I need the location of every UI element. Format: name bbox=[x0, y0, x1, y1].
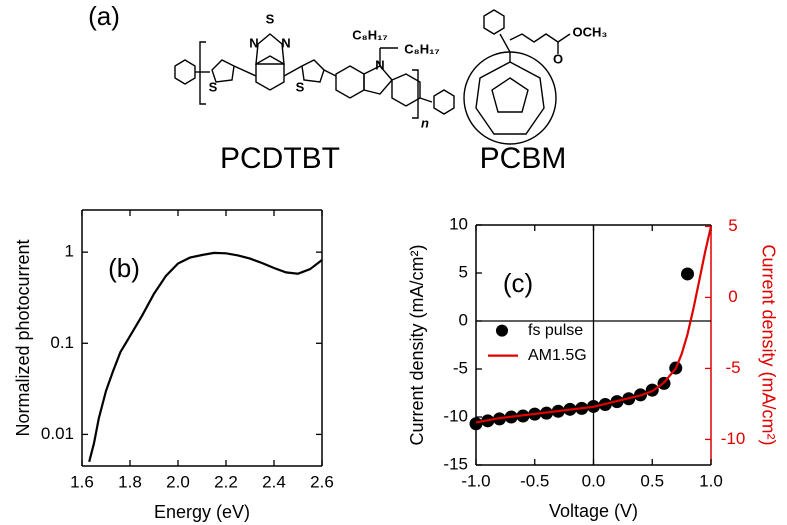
legend-marker bbox=[496, 324, 508, 337]
bracket bbox=[199, 41, 206, 105]
y-tick-label: 0 bbox=[459, 310, 468, 329]
chain bbox=[509, 33, 571, 43]
atom-label: O bbox=[553, 51, 563, 66]
atom-label: S bbox=[296, 79, 305, 94]
y-tick-label: 0.1 bbox=[50, 333, 74, 352]
panel-label: (c) bbox=[503, 268, 533, 298]
atom-label: C₈H₁₇ bbox=[404, 41, 439, 56]
y-tick-label: -10 bbox=[443, 406, 468, 425]
x-tick-label: 2.6 bbox=[310, 472, 334, 491]
thiophene-ring bbox=[301, 59, 325, 83]
atom-label: N bbox=[375, 57, 384, 72]
bond bbox=[499, 33, 511, 53]
benzo-ring bbox=[255, 55, 285, 91]
molecule-name: PCDTBT bbox=[220, 142, 340, 175]
phenyl-ring bbox=[174, 59, 196, 85]
carbazole-ring bbox=[391, 73, 421, 107]
bracket bbox=[412, 69, 419, 119]
data-line bbox=[475, 226, 713, 424]
y2-tick-label: -10 bbox=[721, 429, 746, 448]
pcdtbt-structure bbox=[174, 33, 455, 119]
atom-label: N bbox=[249, 35, 258, 50]
panel-label: (a) bbox=[88, 1, 120, 31]
x-axis-label: Energy (eV) bbox=[154, 502, 250, 522]
x-tick-label: 2.2 bbox=[214, 472, 238, 491]
x-tick-label: -0.5 bbox=[520, 471, 549, 490]
x-tick-label: 2.4 bbox=[262, 472, 286, 491]
x-axis-label: Voltage (V) bbox=[549, 501, 638, 521]
y-tick-label: -15 bbox=[443, 454, 468, 473]
panel-label: (b) bbox=[108, 253, 140, 283]
legend-label: fs pulse bbox=[528, 322, 583, 339]
x-tick-label: -1.0 bbox=[461, 471, 490, 490]
atom-label: N bbox=[281, 35, 290, 50]
y-tick-label: 10 bbox=[449, 214, 468, 233]
cage-ring bbox=[491, 77, 529, 113]
y2-tick-label: 0 bbox=[728, 287, 737, 306]
y2-tick-label: -5 bbox=[725, 358, 740, 377]
thiophene-ring bbox=[211, 59, 235, 83]
atom-label: S bbox=[266, 11, 275, 26]
phenyl-ring bbox=[483, 9, 505, 35]
bond bbox=[419, 97, 433, 103]
bond bbox=[323, 69, 337, 77]
y-axis-label: Current density (mA/cm²) bbox=[407, 244, 427, 445]
bond bbox=[233, 65, 257, 77]
x-tick-label: 0.0 bbox=[582, 471, 606, 490]
thiadiazole-ring bbox=[255, 33, 285, 65]
y-axis-label: Normalized photocurrent bbox=[13, 239, 33, 436]
bond bbox=[283, 65, 303, 77]
atom-label: C₈H₁₇ bbox=[352, 27, 387, 42]
cage-ring bbox=[475, 61, 545, 135]
x-tick-label: 1.6 bbox=[70, 472, 94, 491]
x-tick-label: 0.5 bbox=[640, 471, 664, 490]
y2-tick-label: 5 bbox=[728, 216, 737, 235]
x-tick-label: 1.0 bbox=[699, 471, 723, 490]
y-tick-label: -5 bbox=[453, 358, 468, 377]
x-tick-label: 2.0 bbox=[166, 472, 190, 491]
y-tick-label: 0.01 bbox=[41, 424, 74, 443]
carbazole-ring bbox=[363, 65, 393, 95]
data-line bbox=[88, 251, 323, 463]
phenyl-ring bbox=[433, 89, 455, 115]
atom-label: n bbox=[421, 115, 429, 130]
y-tick-label: 1 bbox=[65, 242, 74, 261]
atom-label: S bbox=[209, 79, 218, 94]
legend-label: AM1.5G bbox=[528, 347, 587, 364]
y-tick-label: 5 bbox=[459, 262, 468, 281]
y2-axis-label: Current density (mA/cm²) bbox=[758, 244, 778, 445]
x-tick-label: 1.8 bbox=[118, 472, 142, 491]
pcbm-structure bbox=[463, 9, 571, 145]
data-point bbox=[469, 417, 483, 431]
molecule-name: PCBM bbox=[480, 142, 567, 175]
carbazole-ring bbox=[335, 65, 365, 99]
data-point bbox=[681, 267, 694, 281]
atom-label: OCH₃ bbox=[573, 24, 608, 39]
